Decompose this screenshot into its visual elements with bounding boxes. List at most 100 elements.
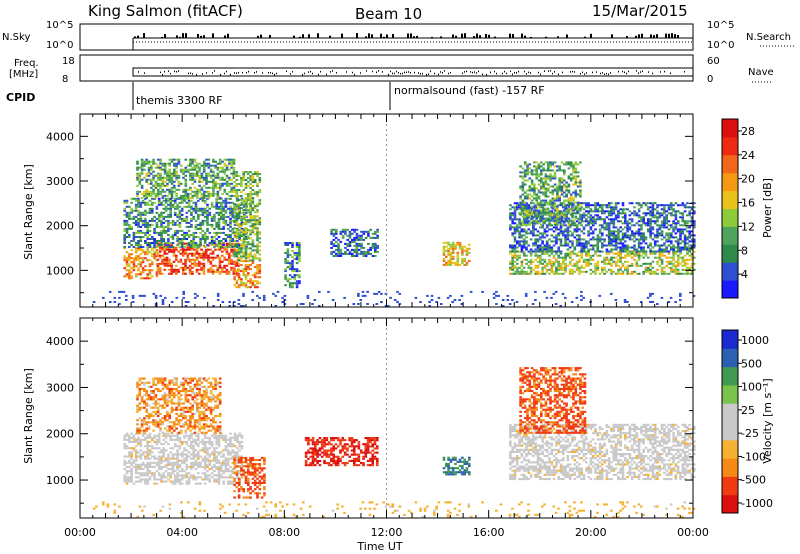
power-cell <box>551 207 555 210</box>
power-cell <box>690 222 694 225</box>
power-cell <box>187 199 191 202</box>
power-cell <box>552 256 556 259</box>
power-cell <box>168 192 171 195</box>
power-cell <box>195 252 199 255</box>
power-cell <box>548 210 551 213</box>
freq-mark <box>230 73 231 76</box>
power-cell <box>174 223 177 226</box>
power-cell <box>128 213 131 216</box>
power-cell <box>274 305 277 307</box>
power-cell <box>173 170 176 173</box>
power-cell <box>169 221 172 224</box>
power-cell <box>572 167 575 170</box>
power-cell <box>591 232 595 235</box>
power-cell <box>679 294 682 297</box>
power-cell <box>530 211 534 214</box>
power-cell <box>598 238 602 241</box>
power-cell <box>621 222 625 225</box>
power-cell <box>670 232 673 235</box>
power-cell <box>168 158 171 161</box>
power-cell <box>568 252 572 255</box>
power-cell <box>580 206 583 209</box>
power-cell <box>167 207 170 210</box>
power-cell <box>205 164 208 167</box>
power-cell <box>612 270 616 273</box>
power-cell <box>223 266 226 269</box>
power-cell <box>567 183 571 186</box>
power-cell <box>165 262 169 265</box>
power-cell <box>681 230 685 233</box>
power-cell <box>545 262 549 265</box>
power-cell <box>175 194 178 197</box>
power-cell <box>569 203 573 206</box>
power-cell <box>288 254 292 257</box>
power-cell <box>185 205 189 208</box>
power-cell <box>660 238 664 241</box>
power-cell <box>186 168 190 171</box>
power-cell <box>258 221 262 224</box>
power-cell <box>367 230 370 233</box>
power-cell <box>194 211 198 214</box>
power-cell <box>156 258 160 261</box>
power-cell <box>160 219 163 222</box>
power-cell <box>456 255 460 258</box>
power-cell <box>213 213 216 216</box>
power-cell <box>184 305 188 307</box>
power-cell <box>533 185 536 188</box>
power-cell <box>218 270 222 273</box>
power-cell <box>516 224 519 227</box>
power-cell <box>193 160 197 163</box>
power-cell <box>537 205 541 208</box>
power-cell <box>601 210 604 213</box>
power-cell <box>576 185 580 188</box>
power-cell <box>563 199 566 202</box>
power-cell <box>548 248 551 251</box>
power-cell <box>152 160 155 163</box>
freq-mark <box>188 72 189 75</box>
power-cell <box>518 272 521 275</box>
power-cell <box>644 252 648 255</box>
power-cell <box>153 229 156 232</box>
power-cell <box>167 244 170 246</box>
power-cell <box>551 169 555 172</box>
power-cell <box>337 250 340 253</box>
power-cell <box>557 268 560 271</box>
power-cell <box>334 248 338 251</box>
power-cell <box>355 252 359 255</box>
power-cell <box>607 268 611 271</box>
power-cell <box>558 179 561 182</box>
nsky-mark <box>365 36 367 38</box>
power-cell <box>130 244 133 246</box>
power-cell <box>540 217 543 220</box>
power-cell <box>672 246 675 249</box>
power-cell <box>130 207 133 210</box>
power-cell <box>229 229 232 232</box>
power-cell <box>148 219 152 222</box>
power-cell <box>564 254 567 257</box>
power-cell <box>231 240 235 242</box>
power-cell <box>237 284 241 287</box>
power-cell <box>134 259 138 262</box>
power-cell <box>681 260 685 263</box>
power-cell <box>167 242 170 244</box>
power-cell <box>217 225 221 228</box>
power-cell <box>244 209 248 212</box>
power-cell <box>216 270 219 273</box>
power-cell <box>676 230 680 233</box>
power-cell <box>125 211 129 214</box>
nsky-mark <box>410 33 412 38</box>
power-cell <box>465 249 469 252</box>
power-cell <box>535 213 538 216</box>
power-cell <box>690 252 694 255</box>
power-cell <box>233 191 236 194</box>
power-cell <box>637 228 641 231</box>
power-cell <box>218 184 222 187</box>
power-cell <box>683 244 687 247</box>
power-cell <box>249 255 252 258</box>
power-cell <box>567 175 571 178</box>
power-cell <box>522 214 526 217</box>
power-cell <box>240 195 243 198</box>
power-cell <box>244 247 248 250</box>
power-cell <box>522 250 526 253</box>
power-cell <box>603 262 606 265</box>
